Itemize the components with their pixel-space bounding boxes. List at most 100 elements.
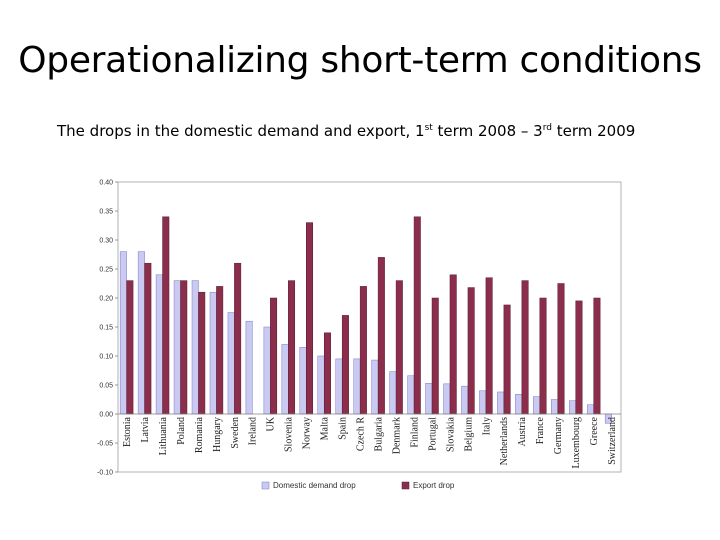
export-bar: [449, 274, 457, 415]
export-bar: [377, 257, 385, 415]
category-label: Finland: [409, 417, 420, 448]
domestic-demand-bar: [407, 375, 415, 415]
category-label: Slovakia: [445, 416, 456, 452]
y-tick-label: 0.35: [99, 209, 113, 216]
domestic-demand-bar: [137, 251, 145, 415]
export-bar: [306, 222, 313, 415]
category-label: Malta: [320, 416, 331, 440]
domestic-demand-bar: [281, 344, 289, 415]
export-bar: [521, 280, 529, 415]
domestic-demand-bar: [389, 371, 397, 415]
category-label: Luxembourg: [571, 417, 582, 468]
category-label: Slovenia: [284, 416, 295, 452]
export-bar: [144, 262, 152, 415]
y-tick-label: 0.40: [99, 180, 113, 187]
export-bar: [539, 297, 547, 415]
domestic-demand-bar: [317, 355, 325, 415]
export-bar: [323, 332, 331, 415]
domestic-demand-bar: [245, 320, 253, 415]
category-label: Bulgaria: [373, 416, 384, 451]
category-label: Norway: [302, 417, 313, 449]
domestic-demand-bar: [227, 312, 235, 415]
export-bar: [575, 300, 583, 415]
domestic-demand-bar: [173, 280, 181, 415]
category-label: Austria: [517, 416, 528, 446]
category-label: Netherlands: [499, 417, 510, 465]
export-bar: [234, 262, 242, 415]
export-bar: [503, 304, 511, 415]
category-label: Estonia: [122, 416, 133, 447]
domestic-demand-bar: [155, 274, 163, 415]
domestic-demand-bar: [586, 404, 594, 415]
y-tick-label: 0.05: [99, 383, 113, 390]
export-bar: [198, 291, 206, 415]
category-label: Latvia: [140, 416, 151, 442]
legend-swatch-export: [401, 481, 410, 490]
category-label: Denmark: [391, 417, 402, 454]
category-label: Sweden: [230, 417, 241, 449]
export-bar: [270, 297, 278, 415]
domestic-demand-bar: [551, 399, 559, 415]
category-label: Ireland: [248, 417, 259, 445]
subtitle-text-part: term 2008 – 3: [432, 122, 543, 140]
domestic-demand-bar: [425, 383, 433, 415]
export-bar: [162, 216, 170, 415]
subtitle-superscript-st: st: [424, 123, 433, 133]
export-bar: [126, 280, 134, 415]
domestic-demand-bar: [515, 394, 523, 415]
domestic-demand-bar: [461, 385, 469, 415]
domestic-demand-bar: [191, 280, 199, 415]
domestic-demand-bar: [569, 400, 576, 415]
category-label: Switzerland: [607, 417, 618, 465]
subtitle-superscript-rd: rd: [542, 123, 552, 133]
y-tick-label: 0.10: [99, 354, 113, 361]
category-label: Poland: [176, 417, 187, 445]
domestic-demand-bar: [497, 391, 505, 415]
domestic-demand-bar: [443, 383, 451, 415]
y-tick-label: 0.30: [99, 238, 113, 245]
domestic-demand-bar: [335, 358, 343, 415]
y-tick-label: 0.25: [99, 267, 113, 274]
export-bar: [413, 216, 421, 415]
y-tick-label: -0.10: [97, 470, 113, 477]
export-bar: [431, 297, 439, 415]
category-label: Italy: [481, 417, 492, 435]
export-bar: [593, 297, 601, 415]
slide-title: Operationalizing short-term conditions: [18, 40, 702, 81]
subtitle-text-part: term 2009: [551, 122, 636, 140]
category-label: Romania: [194, 416, 205, 453]
y-tick-label: -0.05: [97, 441, 113, 448]
domestic-demand-bar: [353, 358, 361, 415]
category-label: Germany: [553, 417, 564, 454]
category-label: Lithuania: [158, 416, 169, 455]
category-label: UK: [266, 416, 277, 431]
category-label: Czech R: [356, 417, 367, 451]
legend-swatch-domestic: [261, 481, 270, 490]
subtitle-text-part: The drops in the domestic demand and exp…: [57, 122, 425, 140]
export-bar: [485, 277, 493, 415]
domestic-demand-bar: [119, 251, 127, 415]
domestic-demand-bar: [371, 359, 379, 415]
export-bar: [216, 286, 224, 415]
legend-label-export: Export drop: [413, 481, 455, 490]
y-tick-label: 0.15: [99, 325, 113, 332]
export-bar: [359, 286, 367, 415]
domestic-demand-bar: [263, 326, 271, 415]
domestic-demand-bar: [209, 291, 217, 415]
export-bar: [288, 280, 296, 415]
export-bar: [395, 280, 403, 415]
legend-label-domestic: Domestic demand drop: [273, 481, 356, 490]
domestic-demand-bar: [479, 390, 487, 415]
chart-layer: 0.40 0.35 0.30 0.25 0.20 0.15 0.10 0.05 0.00 -0.0…: [97, 180, 622, 490]
category-label: Spain: [338, 417, 349, 440]
y-tick-label: 0.20: [99, 296, 113, 303]
export-bar: [180, 280, 188, 415]
domestic-demand-bar: [533, 396, 541, 415]
category-label: Greece: [589, 416, 600, 445]
y-tick-label: 0.00: [99, 412, 113, 419]
export-bar: [467, 287, 475, 415]
category-label: Hungary: [212, 417, 223, 452]
slide-subtitle: The drops in the domestic demand and exp…: [57, 122, 635, 140]
export-bar: [557, 283, 565, 415]
